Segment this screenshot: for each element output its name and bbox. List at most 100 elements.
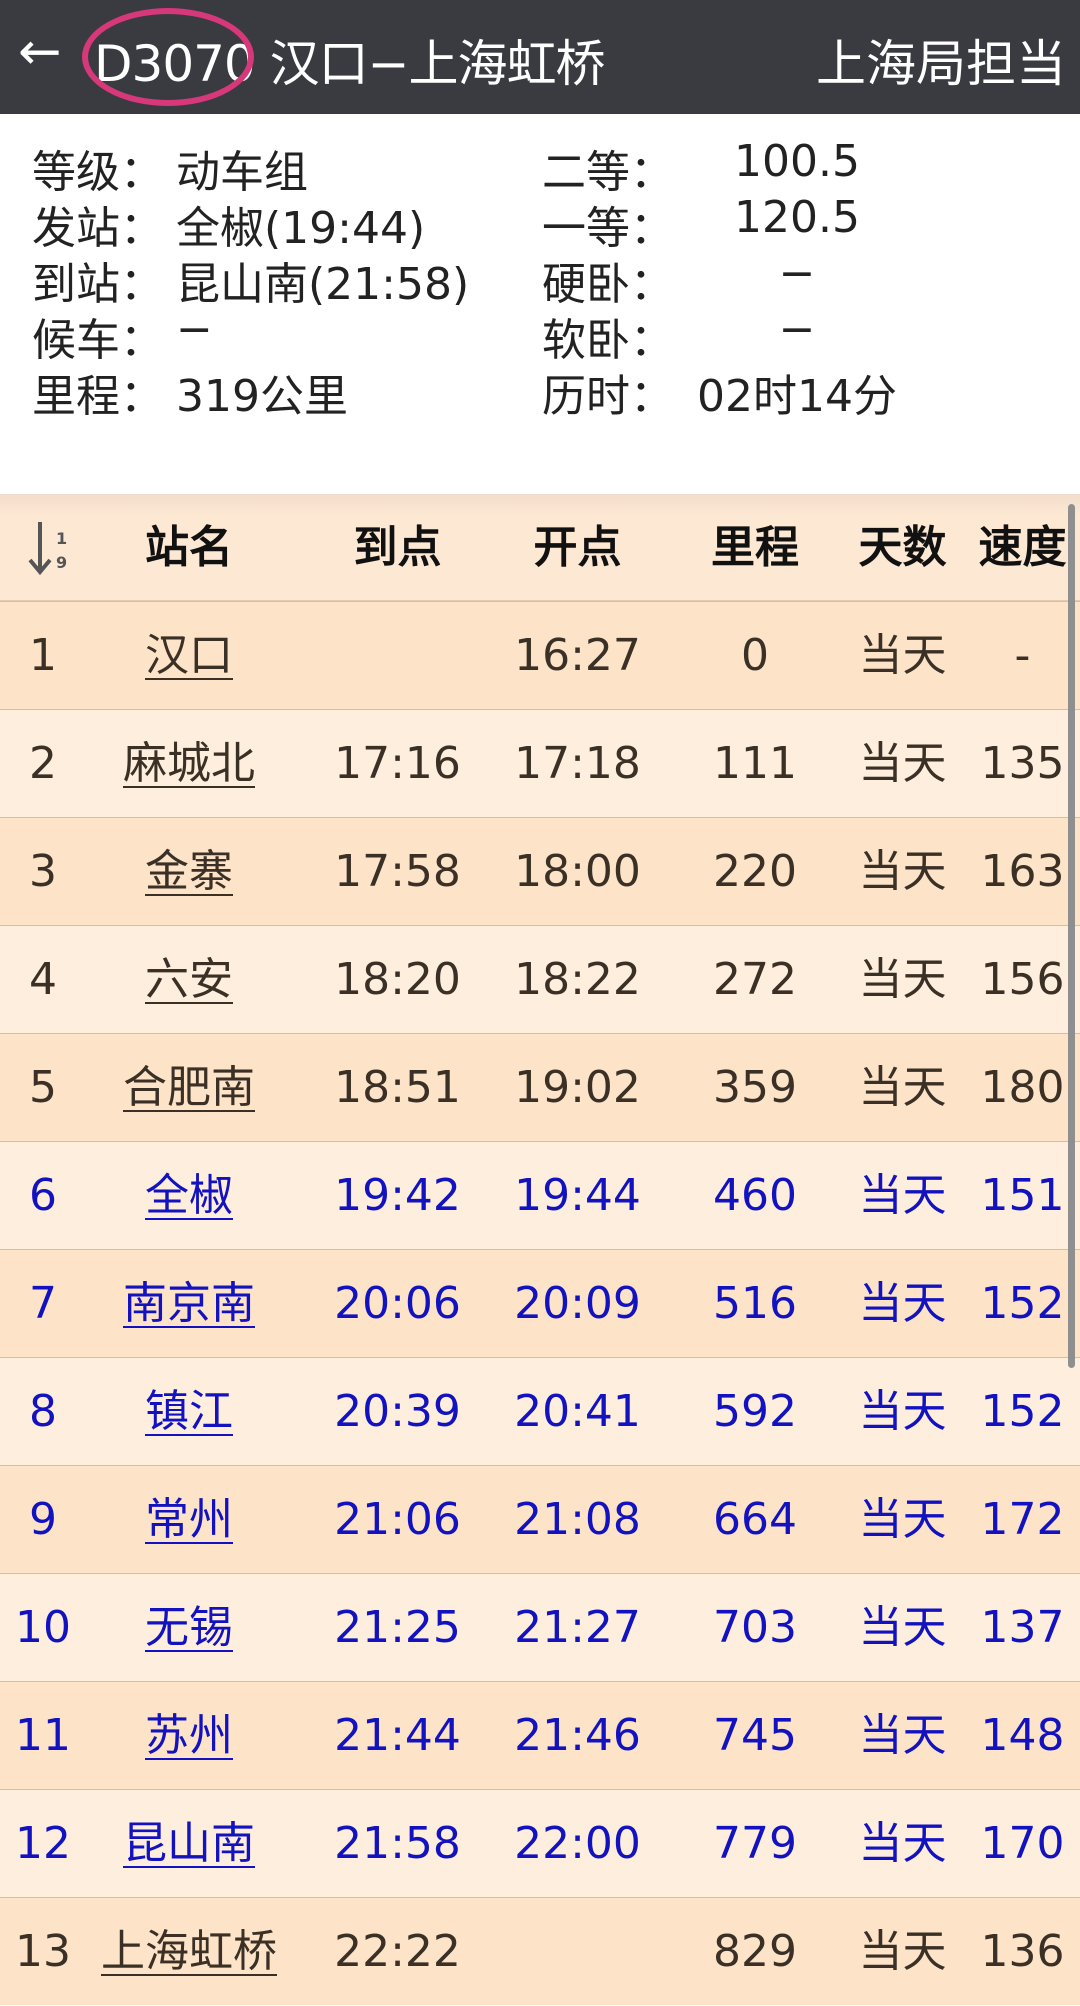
station-name-link[interactable]: 南京南: [123, 1278, 255, 1329]
day: 当天: [858, 846, 947, 897]
departure-time: 20:41: [514, 1386, 641, 1437]
cell: 272: [690, 926, 820, 1034]
arrival-time: 21:06: [334, 1494, 461, 1545]
info-label: 历时：: [542, 371, 674, 422]
cell: 0: [690, 602, 820, 710]
table-header: 1 9 站名 到点 开点 里程 天数 速度: [0, 494, 1080, 601]
station-number: 11: [15, 1710, 71, 1761]
speed: 163: [980, 846, 1065, 897]
cell: 3: [0, 818, 86, 926]
cell: 19:42: [325, 1142, 470, 1250]
cell: 359: [690, 1034, 820, 1142]
sort-numeric-down-icon[interactable]: 1 9: [26, 518, 76, 578]
table-row[interactable]: 11 苏州 21:44 21:46 745 当天 148: [0, 1681, 1080, 1789]
top-bar: ← D3070 汉口−上海虹桥 上海局担当: [0, 0, 1080, 114]
station-name-link[interactable]: 常州: [145, 1494, 233, 1545]
cell: 2: [0, 710, 86, 818]
column-header[interactable]: 到点: [353, 522, 442, 573]
station-name-link[interactable]: 上海虹桥: [101, 1926, 277, 1977]
table-row[interactable]: 1 汉口 16:27 0 当天 -: [0, 601, 1080, 709]
cell: 南京南: [84, 1250, 294, 1358]
table-row[interactable]: 6 全椒 19:42 19:44 460 当天 151: [0, 1141, 1080, 1249]
station-name-link[interactable]: 昆山南: [123, 1818, 255, 1869]
cell: 21:06: [325, 1466, 470, 1574]
station-name-link[interactable]: 汉口: [145, 630, 233, 681]
mileage: 359: [713, 1062, 797, 1113]
station-name-link[interactable]: 镇江: [145, 1386, 233, 1437]
bureau-label: 上海局担当: [816, 35, 1066, 93]
day: 当天: [858, 1062, 947, 1113]
speed: 152: [980, 1386, 1065, 1437]
departure-time: 19:44: [514, 1170, 641, 1221]
cell: 当天: [840, 926, 965, 1034]
column-header[interactable]: 速度: [978, 522, 1067, 573]
table-row[interactable]: 4 六安 18:20 18:22 272 当天 156: [0, 925, 1080, 1033]
station-name-link[interactable]: 金寨: [145, 846, 233, 897]
day: 当天: [858, 1710, 947, 1761]
info-row: 等级： 动车组 二等： 100.5: [32, 136, 1072, 206]
info-value: 02时14分: [697, 371, 897, 422]
arrival-time: 21:58: [334, 1818, 461, 1869]
back-arrow-icon[interactable]: ←: [18, 22, 62, 82]
route: 汉口−上海虹桥: [269, 35, 606, 93]
column-header[interactable]: 站名: [145, 522, 233, 573]
cell: 172: [965, 1466, 1080, 1574]
cell: 4: [0, 926, 86, 1034]
mileage: 460: [713, 1170, 797, 1221]
day: 当天: [858, 1494, 947, 1545]
info-label: 软卧：: [542, 315, 674, 366]
station-name-link[interactable]: 苏州: [145, 1710, 233, 1761]
table-row[interactable]: 9 常州 21:06 21:08 664 当天 172: [0, 1465, 1080, 1573]
day: 当天: [858, 630, 947, 681]
mileage: 0: [741, 630, 769, 681]
cell: 当天: [840, 1466, 965, 1574]
info-row: 候车： − 软卧： −: [32, 304, 1072, 374]
cell: 19:44: [505, 1142, 650, 1250]
table-row[interactable]: 7 南京南 20:06 20:09 516 当天 152: [0, 1249, 1080, 1357]
station-name-link[interactable]: 麻城北: [123, 738, 255, 789]
departure-time: 22:00: [514, 1818, 641, 1869]
table-row[interactable]: 3 金寨 17:58 18:00 220 当天 163: [0, 817, 1080, 925]
arrival-time: 22:22: [334, 1926, 461, 1977]
cell: 1: [0, 602, 86, 710]
table-row[interactable]: 13 上海虹桥 22:22 829 当天 136: [0, 1897, 1080, 2005]
column-header[interactable]: 里程: [711, 522, 799, 573]
cell: 当天: [840, 1790, 965, 1898]
cell: 当天: [840, 1682, 965, 1790]
cell: 16:27: [505, 602, 650, 710]
cell: 21:25: [325, 1574, 470, 1682]
station-name-link[interactable]: 合肥南: [123, 1062, 255, 1113]
station-name-link[interactable]: 无锡: [145, 1602, 233, 1653]
table-row[interactable]: 10 无锡 21:25 21:27 703 当天 137: [0, 1573, 1080, 1681]
cell: 18:00: [505, 818, 650, 926]
info-value: −: [778, 248, 816, 299]
info-row: 发站： 全椒(19:44) 一等： 120.5: [32, 192, 1072, 262]
cell: 10: [0, 1574, 86, 1682]
cell: 136: [965, 1898, 1080, 2006]
cell: 当天: [840, 1142, 965, 1250]
station-name-link[interactable]: 六安: [145, 954, 233, 1005]
cell: 当天: [840, 710, 965, 818]
cell: 21:46: [505, 1682, 650, 1790]
speed: -: [1014, 630, 1031, 681]
speed: 170: [980, 1818, 1065, 1869]
mileage: 829: [713, 1926, 797, 1977]
column-header[interactable]: 开点: [533, 522, 622, 573]
column-header[interactable]: 天数: [858, 522, 947, 573]
cell: 18:20: [325, 926, 470, 1034]
cell: 合肥南: [84, 1034, 294, 1142]
cell: 779: [690, 1790, 820, 1898]
table-row[interactable]: 8 镇江 20:39 20:41 592 当天 152: [0, 1357, 1080, 1465]
table-row[interactable]: 12 昆山南 21:58 22:00 779 当天 170: [0, 1789, 1080, 1897]
station-number: 4: [29, 954, 57, 1005]
info-label: 候车：: [32, 315, 164, 366]
arrival-time: 21:25: [334, 1602, 461, 1653]
info-label: 硬卧：: [542, 259, 674, 310]
scrollbar[interactable]: [1068, 504, 1075, 1368]
station-name-link[interactable]: 全椒: [145, 1170, 233, 1221]
table-row[interactable]: 2 麻城北 17:16 17:18 111 当天 135: [0, 709, 1080, 817]
cell: 664: [690, 1466, 820, 1574]
table-row[interactable]: 5 合肥南 18:51 19:02 359 当天 180: [0, 1033, 1080, 1141]
info-value: 全椒(19:44): [176, 203, 426, 254]
day: 当天: [858, 1170, 947, 1221]
